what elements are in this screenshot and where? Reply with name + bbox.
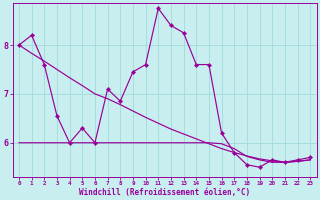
X-axis label: Windchill (Refroidissement éolien,°C): Windchill (Refroidissement éolien,°C) (79, 188, 250, 197)
